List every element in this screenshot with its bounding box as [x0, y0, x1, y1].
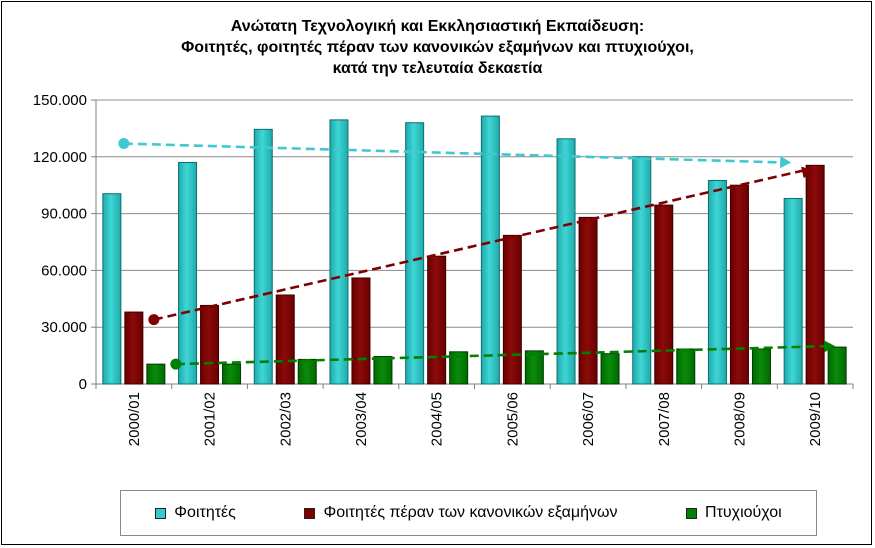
bar-students — [405, 122, 425, 385]
bar-graduates — [751, 348, 771, 385]
y-tick-labels: 0 30.000 60.000 90.000 120.000 150.000 — [33, 92, 87, 393]
chart-title: Ανώτατη Τεχνολογική και Εκκλησιαστική Εκ… — [0, 16, 875, 79]
x-tick-label: 2001/02 — [202, 392, 219, 446]
bar-graduates — [524, 350, 544, 385]
bars — [102, 115, 847, 385]
bar-students — [556, 138, 576, 385]
bar-overdue-students — [729, 184, 749, 385]
bar-overdue-students — [427, 255, 447, 385]
trendline-path — [123, 142, 784, 164]
bar-graduates — [373, 356, 393, 385]
bar-graduates — [449, 351, 469, 385]
bar-students — [783, 197, 803, 385]
bar-overdue-students — [275, 294, 295, 385]
x-tick-label: 2008/09 — [731, 392, 748, 446]
trendline-path — [153, 168, 806, 321]
y-tick-label: 150.000 — [33, 92, 87, 109]
trendline-overdue-students — [148, 166, 814, 326]
bar-graduates — [297, 358, 317, 385]
y-tick-label: 30.000 — [41, 319, 87, 336]
trendline-arrowhead — [779, 156, 792, 169]
trendline-path — [175, 344, 828, 366]
y-tick-label: 120.000 — [33, 149, 87, 166]
chart-title-line-3: κατά την τελευταία δεκαετία — [332, 60, 543, 77]
chart-title-line-1: Ανώτατη Τεχνολογική και Εκκλησιαστική Εκ… — [230, 18, 645, 35]
y-tick-label: 0 — [79, 376, 87, 393]
chart-title-line-2: Φοιτητές, φοιτητές πέραν των κανονικών ε… — [181, 39, 694, 56]
bar-overdue-students — [578, 216, 598, 385]
y-tick-label: 60.000 — [41, 262, 87, 279]
x-tick-label: 2005/06 — [504, 392, 521, 446]
bar-overdue-students — [124, 311, 144, 385]
bar-overdue-students — [502, 234, 522, 385]
x-tick-label: 2004/05 — [429, 392, 446, 446]
trendline-start-marker — [148, 314, 160, 326]
bar-students — [632, 156, 652, 385]
bar-overdue-students — [200, 304, 220, 385]
bar-graduates — [146, 363, 166, 385]
x-tick-label: 2000/01 — [126, 392, 143, 446]
bar-graduates — [676, 348, 696, 385]
bar-students — [480, 115, 500, 385]
trendline-start-marker — [118, 138, 130, 150]
x-tick-label: 2002/03 — [277, 392, 294, 446]
legend: Φοιτητές Φοιτητές πέραν των κανονικών εξ… — [120, 490, 817, 536]
x-tick-label: 2006/07 — [580, 392, 597, 446]
x-tick-labels: 2000/01 2001/02 2002/03 2003/04 2004/05 2005/… — [126, 392, 824, 446]
bar-students — [102, 193, 122, 385]
bar-students — [253, 128, 273, 385]
legend-swatch-graduates — [686, 507, 698, 519]
trendline-arrowhead — [823, 340, 836, 353]
trendline-arrowhead — [801, 166, 814, 179]
bar-overdue-students — [351, 277, 371, 385]
legend-swatch-students — [155, 507, 167, 519]
bar-overdue-students — [654, 204, 674, 385]
legend-item-students: Φοιτητές — [155, 504, 236, 522]
trendline-students — [118, 138, 792, 169]
legend-label-overdue-students: Φοιτητές πέραν των κανονικών εξαμήνων — [323, 504, 618, 521]
x-tick-label: 2007/08 — [656, 392, 673, 446]
legend-item-graduates: Πτυχιούχοι — [686, 504, 782, 522]
x-tick-label: 2009/10 — [807, 392, 824, 446]
bar-graduates — [827, 346, 847, 385]
bar-graduates — [222, 363, 242, 385]
legend-label-students: Φοιτητές — [174, 504, 236, 521]
legend-swatch-overdue-students — [304, 507, 316, 519]
y-tick-label: 90.000 — [41, 206, 87, 223]
trendline-start-marker — [170, 358, 182, 370]
trendline-graduates — [170, 340, 836, 370]
bar-students — [329, 119, 349, 385]
legend-item-overdue-students: Φοιτητές πέραν των κανονικών εξαμήνων — [304, 504, 617, 522]
trendlines — [118, 138, 836, 370]
bar-students — [178, 161, 198, 385]
bar-graduates — [600, 353, 620, 385]
x-tick-label: 2003/04 — [353, 392, 370, 446]
bar-students — [707, 179, 727, 385]
legend-label-graduates: Πτυχιούχοι — [705, 504, 782, 521]
bar-overdue-students — [805, 164, 825, 385]
